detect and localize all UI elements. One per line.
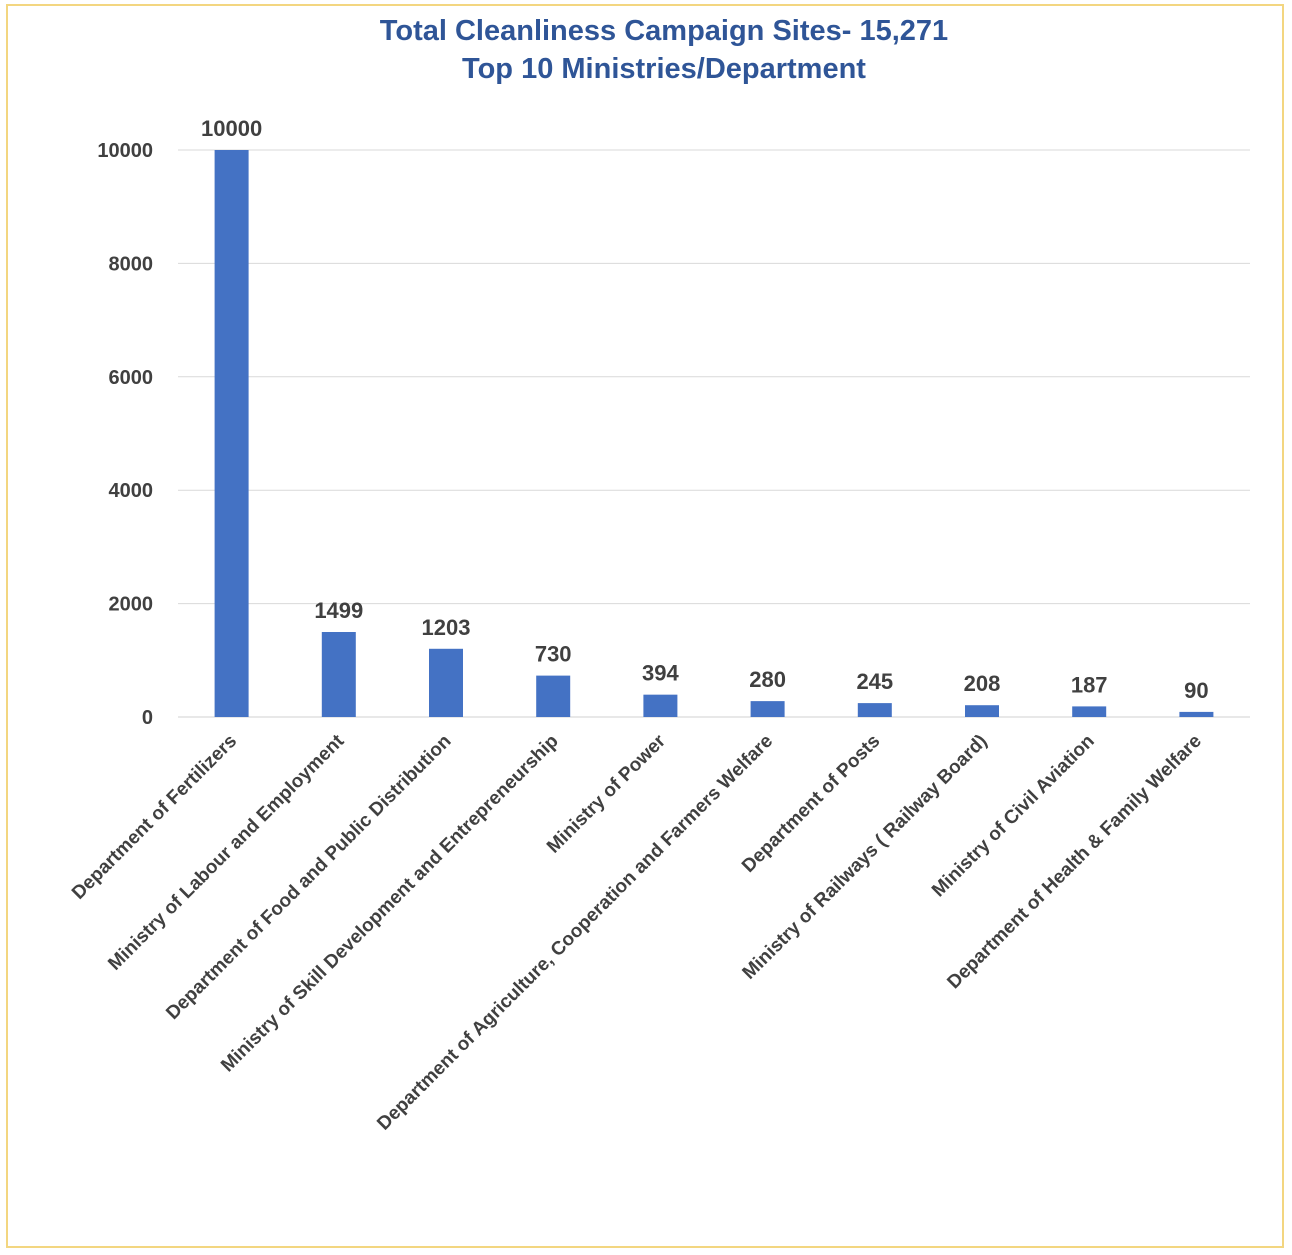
bar [429,648,463,717]
bars [214,150,1214,717]
bar [750,701,785,717]
data-label: 1499 [314,598,363,623]
bar [643,694,678,717]
x-category-label: Department of Health & Family Welfare [943,731,1205,993]
data-label: 208 [964,671,1001,696]
bar [857,703,892,717]
chart-title-line-2: Top 10 Ministries/Department [462,53,866,85]
x-category-label: Ministry of Labour and Employment [104,730,348,974]
y-tick-label: 2000 [109,594,154,616]
bar [1072,706,1107,717]
y-tick-label: 8000 [109,253,154,275]
x-category-label: Department of Agriculture, Cooperation a… [373,731,777,1135]
data-label: 730 [535,642,572,667]
data-label: 245 [856,669,893,694]
y-tick-label: 6000 [109,367,154,389]
bar [965,705,999,717]
chart-title-line-1: Total Cleanliness Campaign Sites- 15,271 [379,15,949,47]
x-category-label: Ministry of Power [543,730,670,857]
gridlines [178,149,1250,718]
data-label: 280 [749,667,786,692]
chart-title: Total Cleanliness Campaign Sites- 15,271… [0,12,1292,88]
data-labels: 10000 1499 1203 730 394 280 245 208 187 90 [201,116,1209,703]
y-tick-label: 10000 [97,140,153,162]
bar [1179,711,1214,717]
y-tick-label: 4000 [109,480,154,502]
y-axis-tick-labels: 0 2000 4000 6000 8000 10000 [97,140,153,729]
y-tick-label: 0 [142,707,153,729]
data-label: 187 [1071,672,1108,697]
data-label: 394 [642,661,679,686]
data-label: 90 [1184,678,1208,703]
data-label: 10000 [201,116,262,141]
data-label: 1203 [422,615,471,640]
x-category-label: Ministry of Railways ( Railway Board) [739,731,992,984]
bar [321,632,356,717]
bar [214,150,249,717]
bar [536,675,571,717]
